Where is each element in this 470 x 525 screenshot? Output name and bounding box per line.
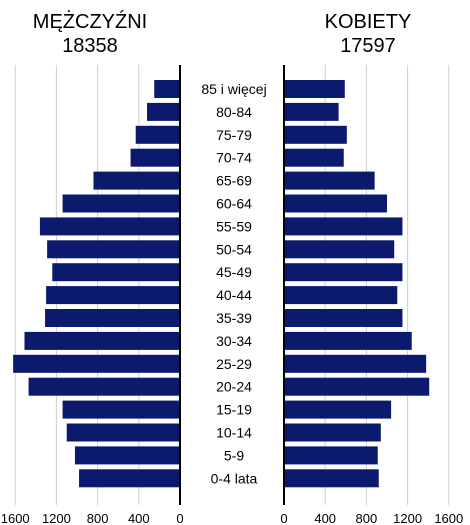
age-group-label: 5-9 (224, 447, 244, 463)
male-bar (52, 263, 180, 282)
male-bar (66, 423, 180, 442)
female-bar (284, 377, 430, 396)
male-bar (45, 309, 180, 327)
left-tick-label: 0 (176, 511, 183, 525)
axis-layer: 0 0 400 400 800 800 1200 1200 1600 1600 (1, 65, 463, 525)
female-bar (284, 80, 345, 98)
age-group-label: 65-69 (216, 173, 252, 189)
male-bar (24, 331, 180, 350)
female-bar (284, 240, 395, 259)
female-bar (284, 125, 347, 144)
left-tick-label: 800 (87, 511, 109, 525)
right-tick-label: 800 (356, 511, 378, 525)
age-group-label: 15-19 (216, 402, 252, 418)
female-bar (284, 217, 403, 236)
age-group-label: 75-79 (216, 127, 252, 143)
left-panel-total: 18358 (62, 35, 118, 57)
male-bar (147, 102, 180, 121)
age-group-label: 50-54 (216, 241, 252, 257)
age-group-label: 80-84 (216, 104, 252, 120)
age-group-label: 40-44 (216, 287, 252, 303)
female-bar (284, 263, 403, 282)
male-bar (39, 217, 180, 236)
female-bar (284, 446, 378, 465)
male-bar (74, 446, 180, 465)
male-bar (79, 469, 180, 488)
male-bar (93, 171, 180, 190)
female-bar (284, 194, 387, 213)
age-group-label: 45-49 (216, 264, 252, 280)
female-bar (284, 423, 381, 442)
male-bar (28, 377, 181, 396)
age-group-label: 35-39 (216, 310, 252, 326)
age-group-label: 20-24 (216, 379, 252, 395)
right-tick-label: 1200 (393, 511, 422, 525)
male-bar (130, 148, 180, 167)
right-tick-label: 1600 (434, 511, 463, 525)
female-bar (284, 469, 379, 488)
male-bar (47, 240, 180, 259)
age-group-label: 10-14 (216, 425, 252, 441)
age-group-label: 55-59 (216, 218, 252, 234)
right-tick-label: 0 (280, 511, 287, 525)
male-bar (154, 80, 180, 98)
left-tick-label: 400 (128, 511, 150, 525)
age-group-label: 0-4 lata (211, 470, 258, 486)
female-bar (284, 148, 344, 167)
age-group-label: 30-34 (216, 333, 252, 349)
left-tick-label: 1200 (42, 511, 71, 525)
female-bar (284, 400, 392, 419)
age-group-label: 85 i więcej (201, 81, 266, 97)
female-bar (284, 354, 427, 373)
female-bar (284, 331, 412, 350)
age-group-label: 25-29 (216, 356, 252, 372)
bar-layer (13, 80, 430, 488)
left-panel-title: MĘŻCZYŹNI (33, 10, 147, 33)
category-label-layer: 85 i więcej 80-84 75-79 70-74 65-69 60-64 55-5… (201, 81, 266, 486)
male-bar (46, 286, 180, 305)
female-bar (284, 286, 398, 305)
right-panel-title: KOBIETY (325, 11, 412, 33)
right-tick-label: 400 (314, 511, 336, 525)
female-bar (284, 102, 339, 121)
age-group-label: 70-74 (216, 150, 252, 166)
male-bar (13, 354, 181, 373)
male-bar (135, 125, 180, 144)
female-bar (284, 309, 403, 327)
right-panel-total: 17597 (340, 35, 396, 57)
age-group-label: 60-64 (216, 196, 252, 212)
male-bar (62, 194, 180, 213)
male-bar (62, 400, 180, 419)
left-tick-label: 1600 (1, 511, 30, 525)
female-bar (284, 171, 375, 190)
